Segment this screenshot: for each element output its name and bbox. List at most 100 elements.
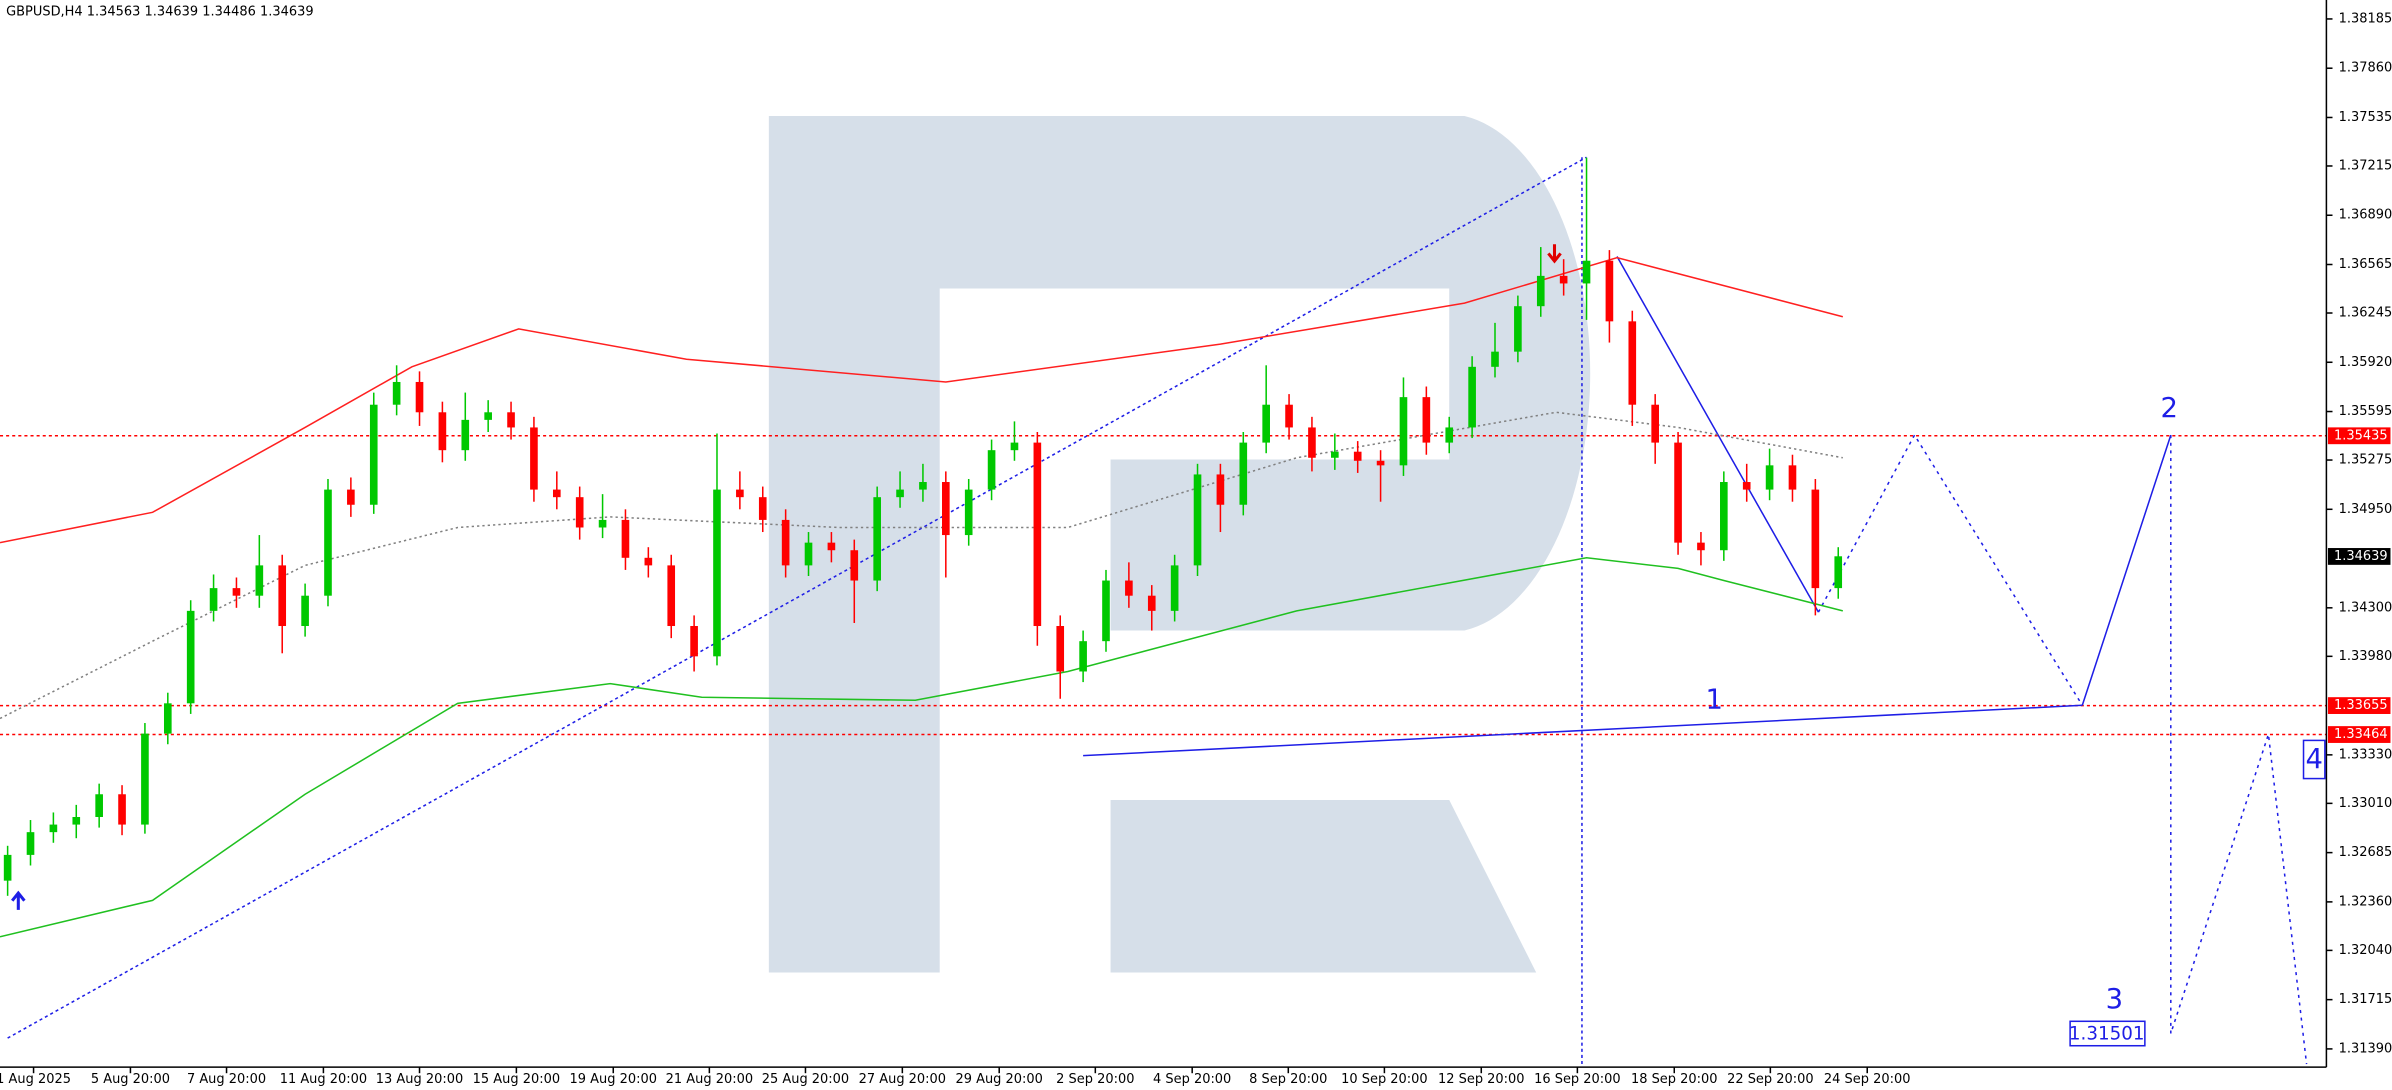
y-tick-label: 1.31715 [2339,992,2392,1007]
moving-average [0,256,1844,544]
candle-body [507,412,515,428]
candle-body [1742,482,1751,490]
target-box [2069,1020,2146,1047]
candle-body [1399,397,1408,466]
level-label-box [2327,697,2391,714]
wave-label: 1 [1706,685,1723,716]
candle-body [850,550,859,581]
candle-body [987,450,996,490]
candle-body [1376,460,1385,466]
candle-body [1559,275,1568,284]
candle-body [1674,442,1682,543]
candle-body [1353,451,1362,461]
wave-label: 3 [2106,984,2123,1015]
x-tick-label: 24 Sep 20:00 [1824,1072,1911,1087]
candle-body [1170,565,1179,611]
candle-body [1147,595,1156,611]
candle-body [1536,275,1545,307]
candle-body [1788,465,1797,490]
candle-body [1651,404,1659,443]
candle-body [827,542,836,551]
candle-body [964,489,973,536]
y-tick-label: 1.32040 [2339,943,2392,958]
candle-body [1125,580,1133,596]
candle-body [1582,260,1591,284]
candle-body [1308,427,1316,458]
candle-body [415,381,424,413]
candle-body [301,595,309,627]
candle-body [1445,427,1454,443]
x-tick-label: 13 Aug 20:00 [376,1072,463,1087]
y-tick-label: 1.34300 [2339,600,2392,615]
candle-body [873,497,881,581]
x-tick-label: 21 Aug 20:00 [666,1072,753,1087]
candle-body [1285,404,1293,428]
y-tick-label: 1.38185 [2339,11,2392,26]
candle-body [3,854,12,881]
x-tick-label: 10 Sep 20:00 [1341,1072,1428,1087]
candle-body [255,565,264,596]
candle-body [1331,451,1339,458]
candle-body [1468,366,1476,428]
candle-body [621,519,630,558]
y-tick-label: 1.35595 [2339,404,2392,419]
x-tick-label: 4 Sep 20:00 [1153,1072,1231,1087]
candle-body [896,489,904,498]
watermark [768,116,1591,973]
candle-body [1239,442,1248,505]
candle-body [186,610,195,704]
y-tick-label: 1.35275 [2339,453,2392,468]
candle-body [736,489,744,498]
candle-body [575,497,584,528]
y-tick-label: 1.31390 [2339,1041,2392,1056]
candle-body [758,497,767,520]
candle-body [1056,626,1065,672]
y-tick-label: 1.36245 [2339,306,2392,321]
candle-body [598,519,607,528]
y-tick-label: 1.35920 [2339,355,2392,370]
y-tick-label: 1.32360 [2339,894,2392,909]
level-label: 1.33655 [2334,698,2388,713]
moving-average [0,557,1844,938]
candle-body [1514,306,1522,352]
x-tick-label: 16 Sep 20:00 [1534,1072,1621,1087]
x-tick-label: 15 Aug 20:00 [473,1072,560,1087]
candle-body [1720,482,1728,551]
candle-body [347,489,355,505]
level-label: 1.35435 [2334,428,2388,443]
candle-body [1491,351,1499,367]
target-label: 1.31501 [2069,1023,2145,1044]
candle-body [713,489,721,657]
candle-body [163,703,172,734]
x-tick-label: 12 Sep 20:00 [1438,1072,1525,1087]
candle-body [438,412,447,451]
candle-body [1216,474,1225,505]
x-tick-label: 25 Aug 20:00 [762,1072,849,1087]
y-tick-label: 1.37535 [2339,110,2392,125]
x-tick-label: 19 Aug 20:00 [570,1072,657,1087]
candle-body [95,794,103,817]
y-tick-label: 1.37860 [2339,61,2392,76]
y-tick-label: 1.33980 [2339,649,2392,664]
candle-body [26,832,35,855]
x-tick-label: 29 Aug 20:00 [955,1072,1042,1087]
candle-body [1628,321,1637,405]
candle-body [1033,442,1042,627]
x-tick-label: 8 Sep 20:00 [1249,1072,1327,1087]
candle-body [49,824,58,833]
x-tick-label: 22 Sep 20:00 [1727,1072,1814,1087]
x-tick-label: 7 Aug 20:00 [187,1072,266,1087]
candle-body [1079,641,1087,672]
x-tick-label: 27 Aug 20:00 [859,1072,946,1087]
candle-body [461,419,470,451]
y-tick-label: 1.33330 [2339,747,2392,762]
level-label-box [2327,427,2391,445]
y-tick-label: 1.32685 [2339,845,2392,860]
y-tick-label: 1.33010 [2339,796,2392,811]
candle-body [1010,442,1019,451]
candle-body [552,489,561,498]
candle-body [1765,465,1774,490]
candle-body [644,557,653,566]
y-tick-label: 1.36565 [2339,257,2392,272]
